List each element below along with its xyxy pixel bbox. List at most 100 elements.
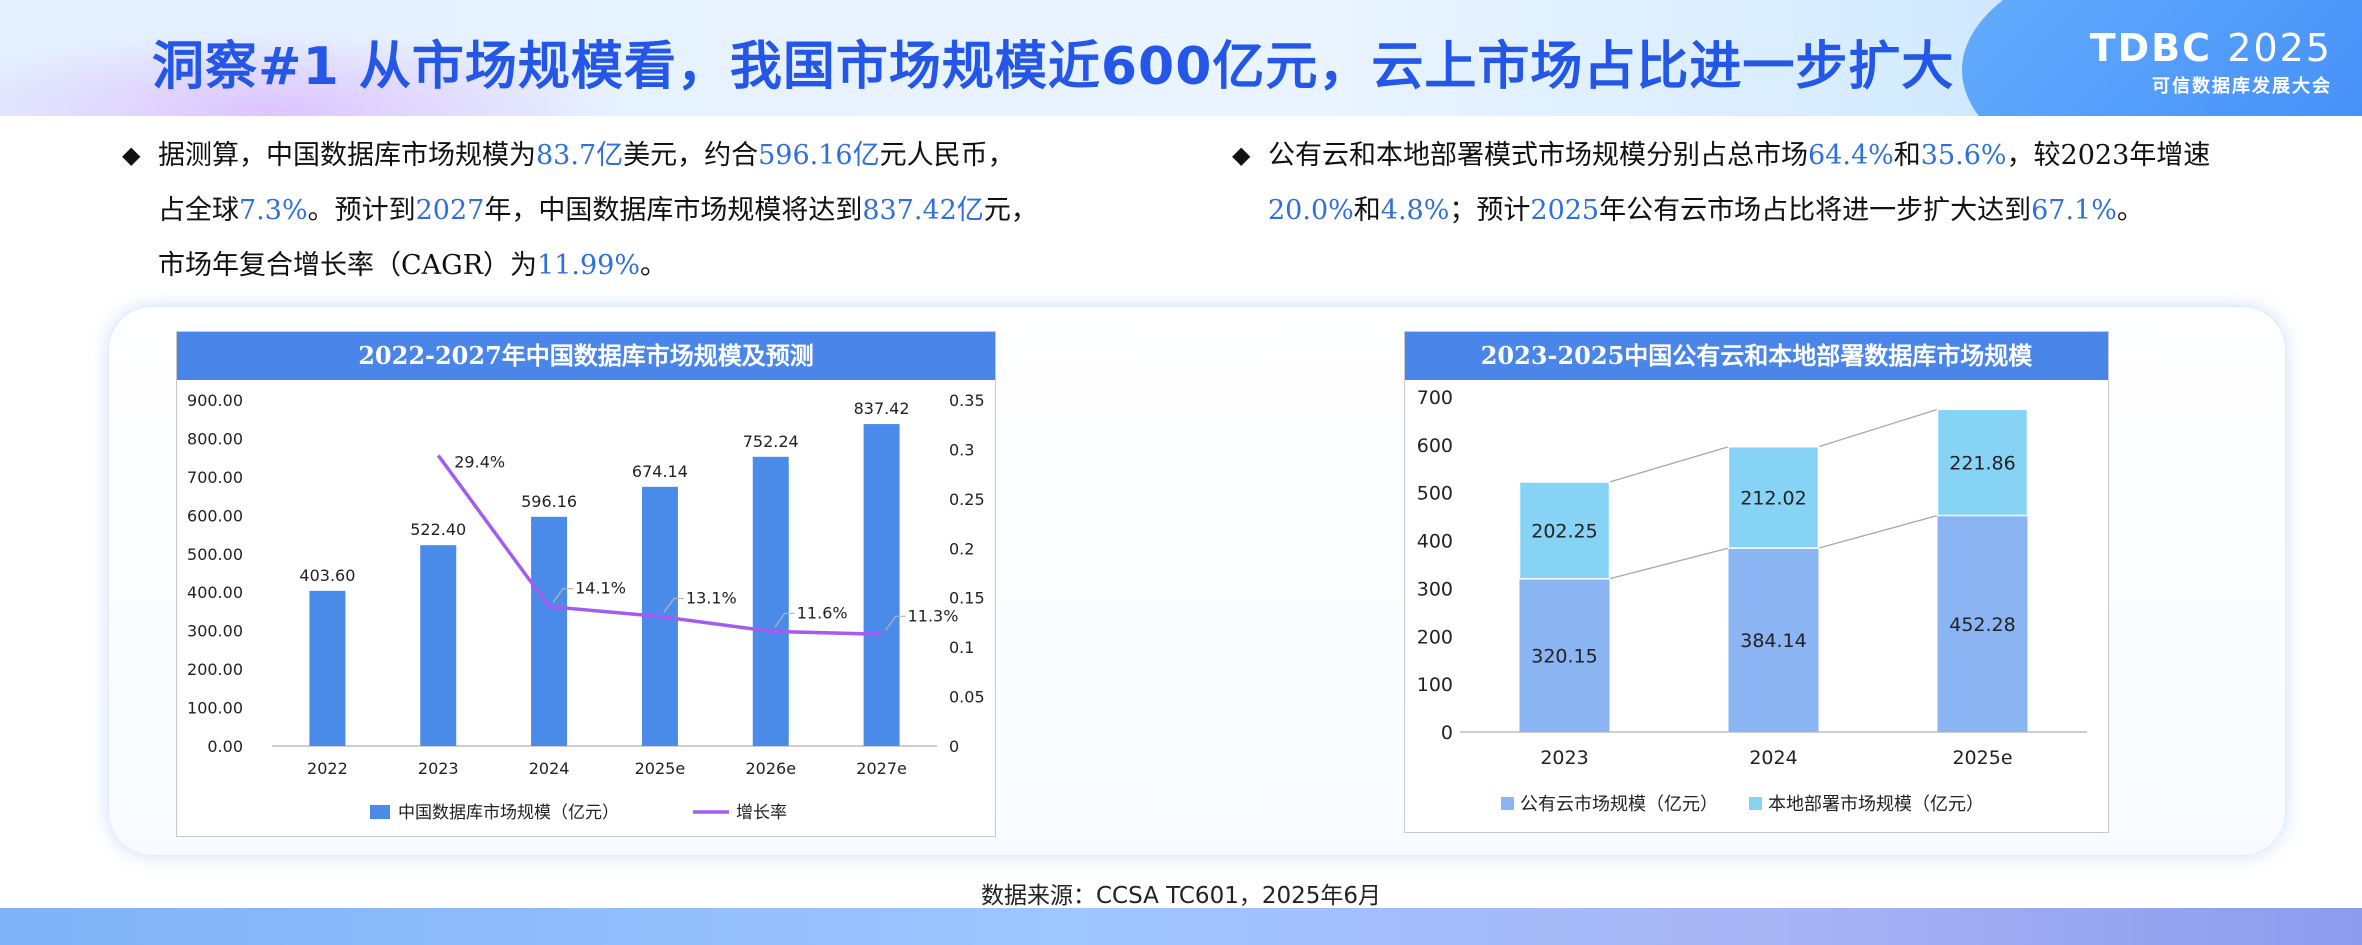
data-source-note: 数据来源：CCSA TC601，2025年6月 (980, 883, 1382, 909)
series-connector-line (1818, 514, 1938, 549)
chart1-plot: 0.00 100.00 200.00 300.00 400.00 500.00 600.00… (187, 391, 985, 823)
bullet-text: 和 (1353, 195, 1381, 226)
page-title: 洞察#1 从市场规模看，我国市场规模近600亿元，云上市场占比进一步扩大 (152, 37, 1955, 97)
legend-on-premise-label: 本地部署市场规模（亿元） (1768, 794, 1984, 815)
x-tick-label: 2027e (856, 759, 907, 778)
highlight-value: 2027 (415, 195, 485, 226)
growth-rate-label: 13.1% (686, 588, 737, 607)
bullet-text: 年公有云市场占比将进一步扩大达到 (1599, 195, 2032, 226)
y-tick-label: 600 (1417, 435, 1453, 457)
bullet-diamond-icon: ◆ (122, 141, 141, 169)
highlight-value: 35.6% (1920, 140, 2007, 171)
y-tick-left-label: 200.00 (187, 660, 243, 679)
y-tick-label: 300 (1417, 578, 1453, 600)
y-tick-left-label: 300.00 (187, 622, 243, 641)
y-tick-left-label: 0.00 (207, 737, 243, 756)
logo-year: 2025 (2227, 26, 2332, 70)
bar-segment-public-cloud (1937, 515, 2028, 732)
bar (309, 590, 346, 746)
highlight-value: 11.99% (537, 250, 641, 281)
bullet-right: ◆ 公有云和本地部署模式市场规模分别占总市场64.4%和35.6%，较2023年… (1232, 128, 2332, 238)
bullet-text: ，较2023年增速 (2006, 140, 2211, 171)
bullet-text: 年，中国数据库市场规模将达到 (484, 195, 863, 226)
legend-public-cloud-label: 公有云市场规模（亿元） (1520, 794, 1718, 815)
series-connector-line (1818, 408, 1938, 448)
header-banner: 洞察#1 从市场规模看，我国市场规模近600亿元，云上市场占比进一步扩大 TDB… (0, 0, 2362, 116)
bullet-text: 。 (2116, 195, 2144, 226)
highlight-value: 83.7亿 (536, 140, 624, 171)
x-tick-label: 2025e (1952, 747, 2012, 769)
bullet-text: 元人民币， (879, 140, 1015, 171)
chart2-plot: 0 100 200 300 400 500 600 700 320.15 202.25 2023 38… (1417, 387, 2087, 815)
bullet-text: 公有云和本地部署模式市场规模分别占总市场 (1268, 140, 1808, 171)
bar-value-label: 596.16 (521, 492, 577, 511)
y-tick-left-label: 100.00 (187, 699, 243, 718)
label-leader-line (663, 597, 684, 613)
x-tick-label: 2023 (418, 759, 459, 778)
bullet-text: ；预计 (1449, 195, 1531, 226)
y-tick-left-label: 800.00 (187, 429, 243, 448)
bullet-text: 和 (1893, 140, 1921, 171)
highlight-value: 20.0% (1268, 195, 1354, 226)
bullet-line: 占全球7.3%。预计到2027年，中国数据库市场规模将达到837.42亿元， (122, 183, 1122, 238)
legend-bar-swatch (370, 805, 390, 819)
x-tick-label: 2023 (1540, 747, 1588, 769)
growth-rate-label: 11.3% (908, 606, 959, 625)
y-tick-right-label: 0.05 (949, 688, 985, 707)
y-tick-right-label: 0.15 (949, 589, 985, 608)
highlight-value: 2025 (1530, 195, 1600, 226)
growth-rate-line (436, 454, 882, 637)
y-tick-right-label: 0.2 (949, 539, 974, 558)
highlight-value: 596.16亿 (758, 140, 880, 171)
bar-segment-public-cloud (1519, 578, 1610, 732)
bar-value-label: 752.24 (743, 432, 799, 451)
x-tick-label: 2024 (529, 759, 570, 778)
y-tick-left-label: 600.00 (187, 506, 243, 525)
chart1-title: 2022-2027年中国数据库市场规模及预测 (177, 332, 995, 380)
bullet-text: 市场年复合增长率（CAGR）为 (158, 250, 538, 281)
y-tick-right-label: 0 (949, 737, 959, 756)
growth-rate-label: 14.1% (575, 579, 626, 598)
logo-main: TDBC (2089, 26, 2213, 70)
bar-value-label: 837.42 (854, 399, 910, 418)
highlight-value: 64.4% (1808, 140, 1894, 171)
segment-value-label: 212.02 (1740, 487, 1806, 509)
bullet-text: 占全球 (158, 195, 239, 226)
bullet-text: 。预计到 (307, 195, 416, 226)
cloud-vs-onprem-chart: 2023-2025中国公有云和本地部署数据库市场规模 0 100 200 300 400… (1404, 331, 2109, 833)
bar (863, 424, 900, 746)
bar-value-label: 522.40 (410, 520, 466, 539)
growth-rate-label: 11.6% (797, 603, 848, 622)
tdbc-logo: TDBC 2025 可信数据库发展大会 (2090, 26, 2332, 98)
x-tick-label: 2025e (635, 759, 686, 778)
footer-bar (0, 908, 2362, 945)
y-tick-right-label: 0.3 (949, 440, 974, 459)
bullet-left-text: 据测算，中国数据库市场规模为83.7亿美元，约合596.16亿元人民币， 占全球7… (122, 128, 1122, 293)
y-tick-left-label: 500.00 (187, 545, 243, 564)
highlight-value: 7.3% (239, 195, 308, 226)
segment-value-label: 320.15 (1531, 645, 1597, 667)
legend-bar-label: 中国数据库市场规模（亿元） (398, 803, 619, 823)
bullet-line: 市场年复合增长率（CAGR）为11.99%。 (122, 238, 1122, 293)
y-tick-left-label: 400.00 (187, 583, 243, 602)
y-tick-right-label: 0.35 (949, 391, 985, 410)
y-tick-label: 100 (1417, 674, 1453, 696)
market-size-forecast-chart: 2022-2027年中国数据库市场规模及预测 0.00 100.00 200.00 3… (176, 331, 996, 837)
label-leader-line (885, 615, 906, 631)
x-tick-label: 2024 (1749, 747, 1797, 769)
bullet-line: 20.0%和4.8%；预计2025年公有云市场占比将进一步扩大达到67.1%。 (1232, 183, 2332, 238)
y-tick-right-label: 0.1 (949, 638, 974, 657)
bar-segment-on-premise (1936, 408, 2029, 517)
y-tick-label: 0 (1441, 722, 1453, 744)
bar-segment-public-cloud (1728, 548, 1819, 732)
y-tick-label: 700 (1417, 387, 1453, 409)
bar (531, 516, 568, 746)
bullet-text: 。 (640, 250, 668, 281)
segment-value-label: 221.86 (1949, 452, 2015, 474)
bullet-line: 公有云和本地部署模式市场规模分别占总市场64.4%和35.6%，较2023年增速 (1232, 128, 2332, 183)
chart2-title: 2023-2025中国公有云和本地部署数据库市场规模 (1405, 332, 2108, 380)
label-leader-line (774, 612, 795, 628)
segment-value-label: 452.28 (1949, 614, 2015, 636)
bullet-text: 据测算，中国数据库市场规模为 (158, 140, 536, 171)
x-tick-label: 2026e (745, 759, 796, 778)
